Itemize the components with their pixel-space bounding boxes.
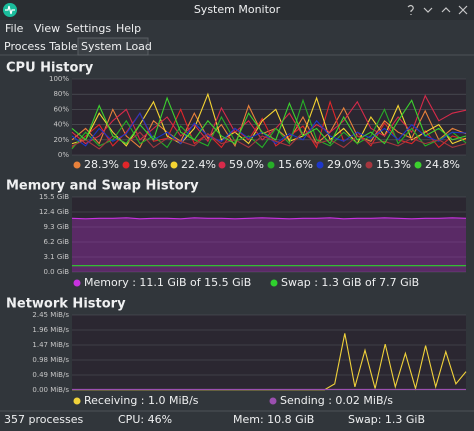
y-tick-label: 60% (53, 105, 69, 113)
menu-item[interactable]: Settings (66, 22, 111, 35)
legend-label: Receiving : 1.0 MiB/s (84, 394, 199, 407)
legend-marker (73, 397, 81, 405)
legend-marker (414, 161, 422, 169)
section-title: CPU History (6, 61, 94, 76)
legend-label: Sending : 0.02 MiB/s (280, 394, 393, 407)
legend-marker (269, 397, 277, 405)
y-tick-label: 9.3 GiB (43, 223, 69, 231)
y-tick-label: 20% (53, 136, 69, 144)
y-tick-label: 0.49 MiB/s (32, 371, 69, 379)
legend-marker (267, 161, 275, 169)
y-tick-label: 6.2 GiB (43, 238, 69, 246)
y-tick-label: 15.5 GiB (39, 193, 69, 201)
y-tick-label: 3.1 GiB (43, 253, 69, 261)
legend-marker (365, 161, 373, 169)
maximize-button[interactable] (441, 7, 451, 13)
y-tick-label: 0% (58, 151, 69, 159)
plot-area (72, 315, 466, 390)
series-area (72, 217, 466, 272)
section-title: Memory and Swap History (6, 179, 199, 194)
plot-area (72, 79, 466, 155)
y-tick-label: 2.45 MiB/s (32, 311, 69, 319)
legend-label: 19.6% (133, 158, 168, 171)
help-button[interactable] (407, 4, 414, 16)
menu-item[interactable]: File (5, 22, 24, 35)
app-icon-glyph (5, 5, 15, 15)
status-item: CPU: 46% (118, 413, 172, 426)
y-tick-label: 0.0 GiB (43, 268, 69, 276)
menu-item[interactable]: Help (116, 22, 141, 35)
legend-marker (270, 279, 278, 287)
y-tick-label: 0.00 MiB/s (32, 386, 69, 394)
series-line (71, 96, 467, 145)
legend-label: 29.0% (327, 158, 362, 171)
legend-label: 15.3% (376, 158, 411, 171)
legend-label: 15.6% (278, 158, 313, 171)
legend-marker (122, 161, 130, 169)
y-tick-label: 40% (53, 121, 69, 129)
minimize-button[interactable] (423, 7, 433, 13)
y-tick-label: 1.47 MiB/s (32, 341, 69, 349)
legend-label: Memory : 11.1 GiB of 15.5 GiB (84, 276, 251, 289)
title-bar (0, 0, 474, 20)
series-line (71, 217, 467, 220)
window-buttons[interactable] (407, 4, 468, 16)
tab[interactable]: Process Table (4, 40, 78, 53)
legend-marker (170, 161, 178, 169)
y-tick-label: 80% (53, 90, 69, 98)
y-tick-label: 0.98 MiB/s (32, 356, 69, 364)
series-line (71, 131, 467, 150)
legend-marker (218, 161, 226, 169)
status-item: Mem: 10.8 GiB (233, 413, 314, 426)
legend-marker (73, 279, 81, 287)
status-item: 357 processes (4, 413, 84, 426)
series-line (71, 112, 467, 147)
status-item: Swap: 1.3 GiB (348, 413, 425, 426)
close-button[interactable] (458, 5, 468, 15)
active-tab[interactable] (77, 37, 149, 56)
legend-label: Swap : 1.3 GiB of 7.7 GiB (281, 276, 419, 289)
y-tick-label: 12.4 GiB (39, 208, 69, 216)
legend-label: 22.4% (181, 158, 216, 171)
window-title: System Monitor (194, 3, 281, 16)
legend-label: 59.0% (229, 158, 264, 171)
plot-area (72, 197, 466, 272)
legend-marker (73, 161, 81, 169)
y-tick-label: 1.96 MiB/s (32, 326, 69, 334)
y-tick-label: 100% (49, 75, 69, 83)
section-title: Network History (6, 297, 126, 312)
legend-label: 28.3% (84, 158, 119, 171)
menu-item[interactable]: View (34, 22, 60, 35)
legend-label: 24.8% (425, 158, 460, 171)
legend-marker (316, 161, 324, 169)
tab[interactable]: System Load (81, 40, 152, 53)
